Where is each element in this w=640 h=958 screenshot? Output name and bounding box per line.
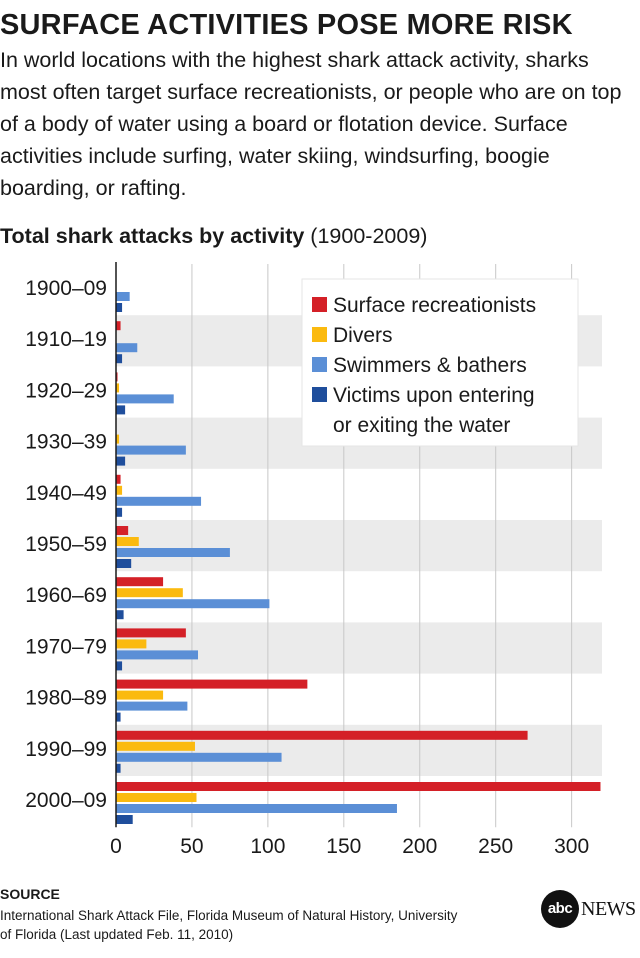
chart-heading: Total shark attacks by activity (1900-20… xyxy=(0,224,427,249)
x-tick-label: 200 xyxy=(402,835,437,858)
x-tick-label: 250 xyxy=(478,835,513,858)
bar-victims-upon-entering-or-exiting-the-water xyxy=(116,712,121,722)
legend-swatch xyxy=(312,297,327,312)
bar-victims-upon-entering-or-exiting-the-water xyxy=(116,815,133,824)
bar-victims-upon-entering-or-exiting-the-water xyxy=(116,559,132,568)
bar-surface-recreationists xyxy=(116,679,308,689)
abc-logo-circle: abc xyxy=(541,890,579,928)
bar-swimmers-bathers xyxy=(116,599,270,609)
bar-surface-recreationists xyxy=(116,782,601,791)
news-wordmark: NEWS xyxy=(581,898,636,920)
chart-heading-bold: Total shark attacks by activity xyxy=(0,224,305,248)
row-band xyxy=(116,622,602,674)
bar-victims-upon-entering-or-exiting-the-water xyxy=(116,661,123,671)
bar-surface-recreationists xyxy=(116,321,121,331)
bar-surface-recreationists xyxy=(116,730,528,740)
bar-swimmers-bathers xyxy=(116,445,186,455)
category-label: 2000–09 xyxy=(25,789,107,812)
chart-title: SURFACE ACTIVITIES POSE MORE RISK xyxy=(0,9,573,41)
abc-news-logo: abc NEWS xyxy=(541,890,637,930)
category-label: 1970–79 xyxy=(25,635,107,658)
bar-swimmers-bathers xyxy=(116,701,188,711)
bar-surface-recreationists xyxy=(116,372,118,382)
bar-surface-recreationists xyxy=(116,628,186,638)
x-tick-label: 300 xyxy=(554,835,589,858)
chart-heading-range: (1900-2009) xyxy=(304,224,428,248)
bar-swimmers-bathers xyxy=(116,650,199,660)
bar-divers xyxy=(116,639,147,649)
bar-divers xyxy=(116,741,195,751)
bar-victims-upon-entering-or-exiting-the-water xyxy=(116,354,123,364)
category-label: 1980–89 xyxy=(25,687,107,710)
row-band xyxy=(116,520,602,572)
bar-victims-upon-entering-or-exiting-the-water xyxy=(116,507,123,517)
bar-divers xyxy=(116,485,123,495)
bar-swimmers-bathers xyxy=(116,804,397,813)
bar-surface-recreationists xyxy=(116,526,129,535)
bar-swimmers-bathers xyxy=(116,548,230,557)
bar-divers xyxy=(116,537,139,546)
category-label: 1950–59 xyxy=(25,533,107,556)
chart-subtitle: In world locations with the highest shar… xyxy=(0,48,622,200)
bar-victims-upon-entering-or-exiting-the-water xyxy=(116,763,121,773)
bar-divers xyxy=(116,793,197,802)
legend-label: Swimmers & bathers xyxy=(333,354,527,377)
x-tick-label: 100 xyxy=(250,835,285,858)
x-tick-label: 0 xyxy=(110,835,122,858)
bar-divers xyxy=(116,383,120,393)
legend-swatch xyxy=(312,387,327,402)
legend-label: Divers xyxy=(333,324,393,347)
bar-chart: 1900–09 1910–19 1920–29 1930–39 1940–49 1950–… xyxy=(25,262,602,858)
category-label: 1910–19 xyxy=(25,328,107,351)
bar-surface-recreationists xyxy=(116,577,164,587)
bar-divers xyxy=(116,690,164,700)
source-text: International Shark Attack File, Florida… xyxy=(0,908,458,942)
bar-victims-upon-entering-or-exiting-the-water xyxy=(116,456,126,466)
category-label: 1920–29 xyxy=(25,379,107,402)
source-label: SOURCE xyxy=(0,886,60,902)
x-tick-label: 50 xyxy=(180,835,203,858)
bar-victims-upon-entering-or-exiting-the-water xyxy=(116,610,124,620)
x-tick-label: 150 xyxy=(326,835,361,858)
legend-swatch xyxy=(312,357,327,372)
bar-swimmers-bathers xyxy=(116,752,282,762)
category-label: 1940–49 xyxy=(25,482,107,505)
category-label: 1930–39 xyxy=(25,431,107,454)
legend-swatch xyxy=(312,327,327,342)
bar-divers xyxy=(116,434,120,444)
legend-label: Victims upon entering xyxy=(333,384,535,407)
bar-swimmers-bathers xyxy=(116,394,174,404)
bar-victims-upon-entering-or-exiting-the-water xyxy=(116,303,123,312)
bar-divers xyxy=(116,588,183,598)
category-label: 1900–09 xyxy=(25,277,107,300)
bar-victims-upon-entering-or-exiting-the-water xyxy=(116,405,126,415)
category-label: 1990–99 xyxy=(25,738,107,761)
bar-swimmers-bathers xyxy=(116,343,138,353)
bar-swimmers-bathers xyxy=(116,292,130,301)
bar-swimmers-bathers xyxy=(116,496,202,506)
bar-surface-recreationists xyxy=(116,474,121,484)
legend-label: or exiting the water xyxy=(333,414,510,437)
legend-label: Surface recreationists xyxy=(333,294,536,317)
category-label: 1960–69 xyxy=(25,584,107,607)
legend-box xyxy=(301,278,579,447)
